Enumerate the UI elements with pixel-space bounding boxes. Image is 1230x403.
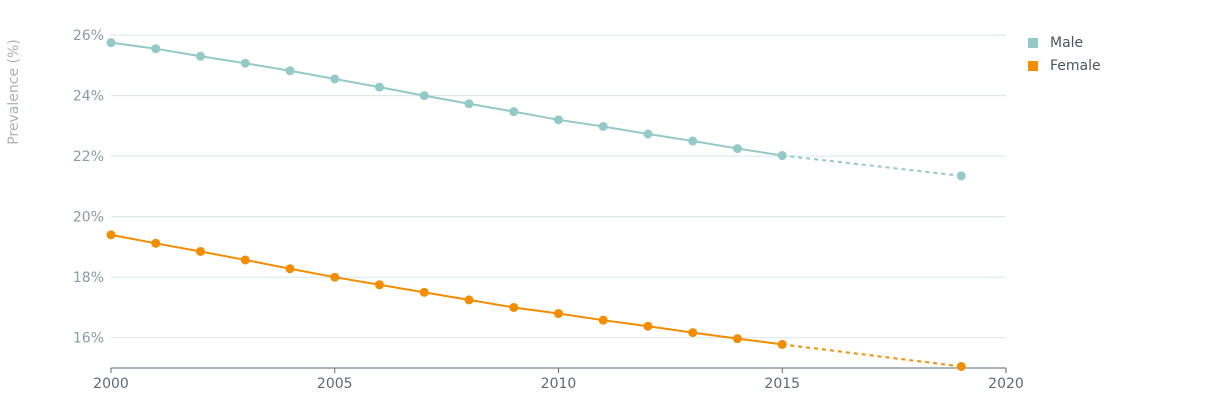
- data-point-male[interactable]: [375, 82, 384, 92]
- series-male: [106, 38, 966, 181]
- series-female: [106, 230, 966, 371]
- data-point-female[interactable]: [419, 287, 429, 297]
- data-point-male[interactable]: [733, 144, 742, 154]
- legend-swatch-female: [1028, 60, 1038, 71]
- y-tick-label: 22%: [73, 149, 104, 165]
- data-point-female[interactable]: [375, 280, 384, 290]
- legend-label-male: Male: [1050, 34, 1084, 51]
- data-point-female[interactable]: [330, 272, 340, 282]
- data-point-female[interactable]: [554, 309, 563, 319]
- data-point-male[interactable]: [106, 38, 116, 48]
- y-tick-label: 26%: [73, 28, 104, 44]
- x-tick-label: 2015: [764, 376, 800, 392]
- x-tick-label: 2000: [93, 376, 129, 392]
- data-point-male[interactable]: [777, 151, 787, 161]
- grid-lines: [111, 34, 1006, 369]
- data-point-female[interactable]: [733, 334, 742, 344]
- x-tick-label: 2020: [988, 376, 1024, 392]
- legend-label-female: Female: [1050, 57, 1101, 74]
- data-point-male[interactable]: [330, 74, 340, 84]
- data-point-female[interactable]: [151, 238, 161, 248]
- data-point-female[interactable]: [106, 230, 116, 240]
- data-point-male[interactable]: [285, 66, 295, 76]
- data-point-male[interactable]: [240, 58, 250, 68]
- legend: Male Female: [1028, 31, 1101, 77]
- data-point-male[interactable]: [956, 171, 966, 181]
- series-line-male: [110, 41, 783, 157]
- series-projection-line-female: [782, 343, 962, 368]
- data-point-male[interactable]: [643, 129, 653, 139]
- x-tick-label: 2005: [317, 376, 353, 392]
- data-point-male[interactable]: [419, 91, 429, 101]
- data-point-female[interactable]: [196, 246, 205, 256]
- legend-item-male[interactable]: Male: [1028, 31, 1101, 54]
- y-tick-label: 24%: [73, 89, 104, 105]
- data-point-female[interactable]: [285, 264, 295, 274]
- data-point-female[interactable]: [464, 295, 474, 305]
- legend-swatch-male: [1028, 37, 1038, 48]
- data-point-female[interactable]: [598, 315, 608, 325]
- y-tick-label: 16%: [73, 331, 104, 347]
- y-axis-title: Prevalence (%): [6, 39, 22, 145]
- series-line-female: [110, 233, 783, 346]
- y-axis-ticks: 16% 18% 20% 22% 24% 26%: [73, 28, 104, 347]
- x-axis-ticks: 2000 2005 2010 2015 2020: [93, 368, 1024, 392]
- data-point-male[interactable]: [688, 136, 698, 146]
- data-point-male[interactable]: [196, 51, 205, 61]
- x-tick-label: 2010: [541, 376, 577, 392]
- series-projection-line-male: [782, 154, 962, 177]
- legend-item-female[interactable]: Female: [1028, 54, 1101, 77]
- data-point-female[interactable]: [643, 321, 653, 331]
- data-point-female[interactable]: [509, 302, 519, 312]
- data-point-female[interactable]: [777, 339, 787, 349]
- y-tick-label: 18%: [73, 270, 104, 286]
- series-group: [106, 38, 966, 371]
- data-point-male[interactable]: [464, 99, 474, 109]
- y-tick-label: 20%: [73, 210, 104, 226]
- data-point-male[interactable]: [509, 107, 519, 117]
- data-point-female[interactable]: [956, 361, 966, 371]
- data-point-female[interactable]: [688, 328, 698, 338]
- data-point-male[interactable]: [554, 115, 563, 125]
- data-point-male[interactable]: [151, 44, 161, 54]
- data-point-female[interactable]: [240, 255, 250, 265]
- data-point-male[interactable]: [598, 121, 608, 131]
